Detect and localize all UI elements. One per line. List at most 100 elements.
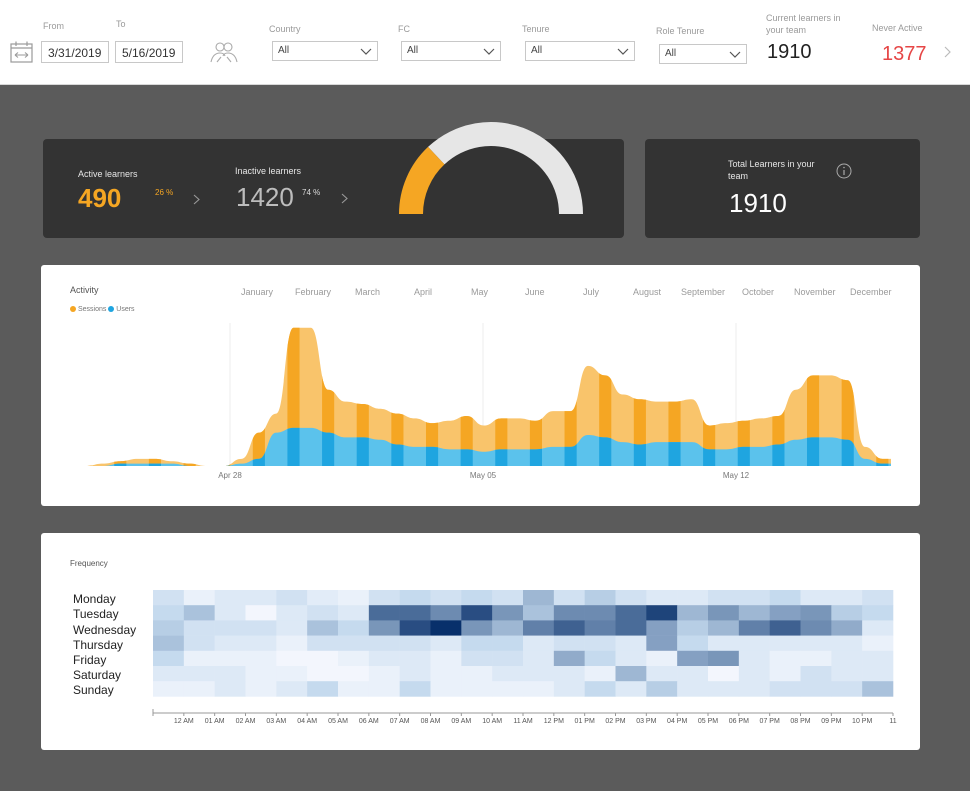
users-band: [876, 427, 889, 466]
month-tab-march[interactable]: March: [355, 287, 381, 297]
heatmap-cell: [708, 635, 740, 652]
month-tab-january[interactable]: January: [241, 287, 274, 297]
heatmap-cell: [553, 650, 585, 667]
heatmap-cell: [553, 620, 585, 636]
month-tab-july[interactable]: July: [583, 287, 600, 297]
heatmap-cell: [183, 620, 215, 636]
heatmap-cell: [338, 650, 370, 667]
people-icon[interactable]: [209, 40, 239, 64]
gauge-fill: [399, 146, 445, 214]
month-tab-august[interactable]: August: [633, 287, 662, 297]
heatmap-cell: [245, 635, 277, 652]
sessions-area: [77, 327, 891, 466]
role-tenure-select[interactable]: All: [659, 44, 747, 64]
chevron-down-icon: [729, 51, 741, 58]
calendar-icon[interactable]: [10, 41, 33, 63]
users-band: [322, 427, 335, 466]
heatmap-row-label: Saturday: [73, 668, 122, 682]
country-value: All: [278, 45, 290, 56]
country-select[interactable]: All: [272, 41, 378, 61]
chevron-right-icon[interactable]: [341, 193, 348, 204]
heatmap-cell: [738, 681, 770, 697]
total-learners-label-line2: team: [728, 171, 749, 181]
active-learners-label: Active learners: [78, 169, 138, 179]
heatmap-cell: [677, 620, 709, 636]
heatmap-cell: [831, 590, 863, 606]
heatmap-cell: [646, 605, 678, 621]
heatmap-cell: [245, 620, 277, 636]
month-tab-september[interactable]: September: [681, 287, 726, 297]
activity-area-chart: Apr 28 May 05 May 12: [77, 323, 891, 480]
heatmap-cell: [615, 666, 647, 682]
sessions-band: [633, 327, 646, 466]
heatmap-cell: [615, 635, 647, 652]
heatmap-x-tick: 04 PM: [667, 718, 687, 725]
heatmap-cell: [276, 605, 308, 621]
heatmap-cell: [430, 620, 462, 636]
heatmap-cell: [831, 620, 863, 636]
heatmap-cell: [708, 605, 740, 621]
activity-card: Activity Sessions Users January February…: [41, 265, 920, 506]
heatmap-cell: [461, 590, 493, 606]
heatmap-x-tick: 02 PM: [605, 718, 625, 725]
heatmap-cell: [677, 590, 709, 606]
month-tab-may[interactable]: May: [471, 287, 489, 297]
heatmap-cell: [492, 650, 524, 667]
heatmap-cell: [430, 590, 462, 606]
heatmap-cell: [430, 650, 462, 667]
frequency-card: Frequency Monday Tuesday Wednesday Thurs…: [41, 533, 920, 750]
legend-label-sessions: Sessions: [77, 306, 107, 313]
users-band: [148, 427, 161, 466]
heatmap-row-label: Sunday: [73, 683, 114, 697]
tenure-select[interactable]: All: [525, 41, 635, 61]
month-tab-december[interactable]: December: [850, 287, 892, 297]
heatmap-cell: [153, 650, 185, 667]
heatmap-cell: [245, 681, 277, 697]
heatmap-cell: [862, 605, 894, 621]
heatmap-cell: [523, 650, 555, 667]
heatmap-x-tick: 01 AM: [205, 718, 225, 725]
chevron-right-icon[interactable]: [193, 194, 200, 205]
heatmap-cell: [738, 650, 770, 667]
info-icon[interactable]: [836, 163, 852, 179]
heatmap-cell: [430, 605, 462, 621]
heatmap-cell: [307, 620, 339, 636]
heatmap-cell: [769, 605, 801, 621]
month-tab-february[interactable]: February: [295, 287, 332, 297]
heatmap-x-tick: 09 PM: [821, 718, 841, 725]
users-band: [287, 427, 300, 466]
fc-select[interactable]: All: [401, 41, 501, 61]
month-tab-june[interactable]: June: [525, 287, 545, 297]
chevron-down-icon: [483, 48, 495, 55]
heatmap-cell: [831, 650, 863, 667]
month-tab-april[interactable]: April: [414, 287, 433, 297]
sessions-band: [564, 327, 577, 466]
sessions-band: [460, 327, 473, 466]
heatmap-cell: [523, 605, 555, 621]
heatmap-x-tick: 04 AM: [297, 718, 317, 725]
to-date-input[interactable]: 5/16/2019: [115, 41, 183, 63]
heatmap-cell: [368, 635, 400, 652]
sessions-band: [737, 327, 750, 466]
month-tab-november[interactable]: November: [794, 287, 836, 297]
tenure-label: Tenure: [522, 24, 550, 34]
heatmap-cell: [677, 650, 709, 667]
activity-x-tick: Apr 28: [218, 471, 242, 480]
heatmap-cell: [276, 590, 308, 606]
heatmap-x-tick: 08 AM: [421, 718, 441, 725]
heatmap-cell: [738, 666, 770, 682]
role-tenure-label: Role Tenure: [656, 26, 705, 36]
chevron-right-icon[interactable]: [943, 46, 951, 58]
heatmap-cell: [646, 590, 678, 606]
heatmap-cell: [183, 650, 215, 667]
heatmap-cell: [307, 605, 339, 621]
month-tab-october[interactable]: October: [742, 287, 775, 297]
sessions-band: [252, 327, 265, 466]
from-date-input[interactable]: 3/31/2019: [41, 41, 109, 63]
activity-title: Activity: [70, 285, 99, 295]
heatmap-x-tick: 06 AM: [359, 718, 379, 725]
heatmap-cell: [738, 590, 770, 606]
heatmap-cell: [523, 635, 555, 652]
heatmap-cell: [430, 635, 462, 652]
heatmap-cell: [276, 650, 308, 667]
